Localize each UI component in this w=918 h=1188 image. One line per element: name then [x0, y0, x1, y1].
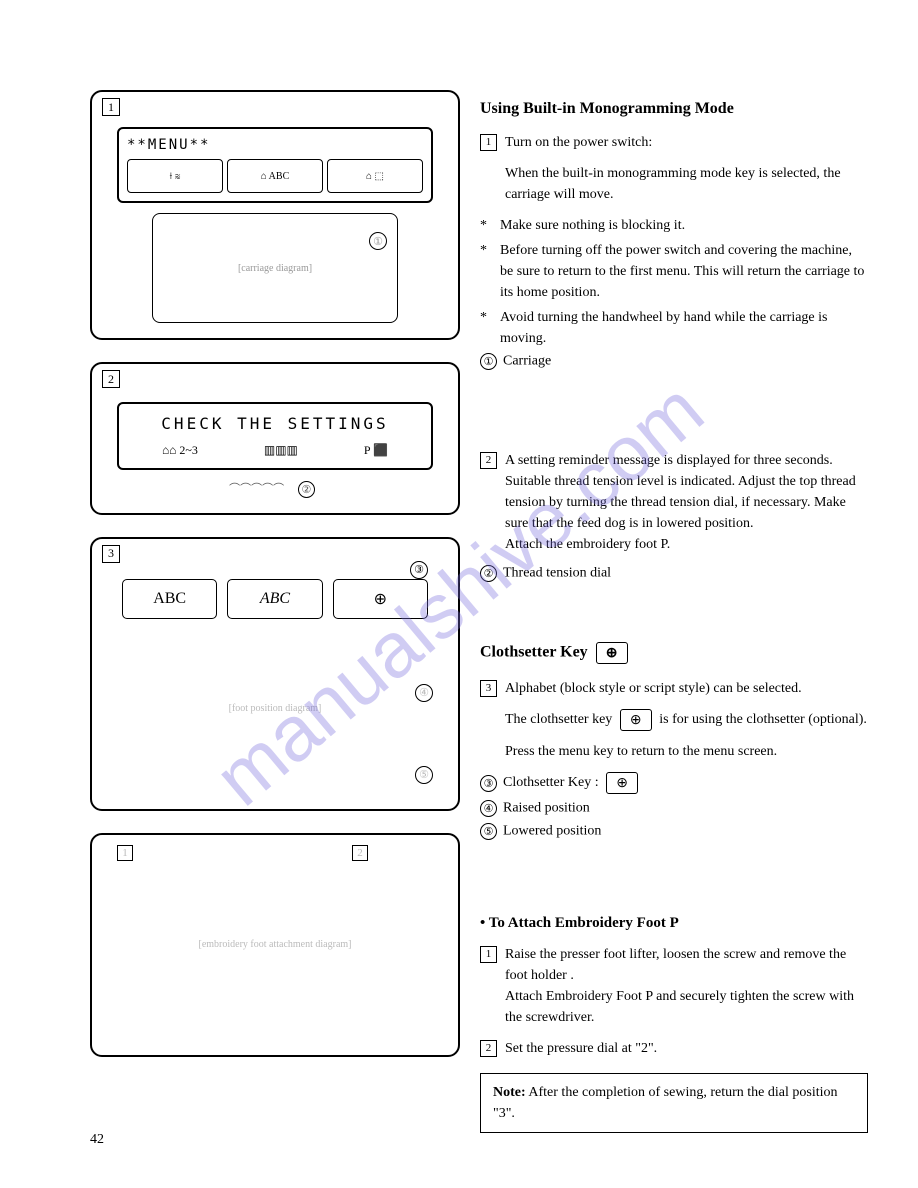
step-4b-text: Set the pressure dial at "2". — [505, 1038, 868, 1059]
step-3-sub2: Press the menu key to return to the menu… — [505, 741, 868, 762]
clothsetter-btn: ⊕ — [333, 579, 428, 619]
star-icon: * — [480, 215, 492, 236]
step-3: 3 Alphabet (block style or script style)… — [480, 678, 868, 699]
right-column: Using Built-in Monogramming Mode 1 Turn … — [480, 90, 868, 1133]
menu-btn-3: ⌂ ⬚ — [327, 159, 423, 193]
callout-3: ③ — [410, 561, 428, 579]
star-3-text: Avoid turning the handwheel by hand whil… — [500, 307, 868, 349]
step-1: 1 Turn on the power switch: — [480, 132, 868, 153]
ref-4-num: ④ — [480, 800, 497, 817]
foot-position-illustration: [foot position diagram] ④ ⑤ — [112, 629, 438, 789]
step-2-text: A setting reminder message is displayed … — [505, 450, 868, 555]
tension-icon: ⌂⌂ 2~3 — [162, 443, 198, 458]
step-3-sub1: The clothsetter key ⊕ is for using the c… — [505, 709, 868, 731]
tension-dial-illustration: ⌒⌒⌒⌒⌒ ② — [102, 480, 448, 498]
figure-1-number: 1 — [102, 98, 120, 116]
star-1-text: Make sure nothing is blocking it. — [500, 215, 685, 236]
section-4: • To Attach Embroidery Foot P 1 Raise th… — [480, 915, 868, 1133]
ref-1-text: Carriage — [503, 354, 551, 369]
section-3: Clothsetter Key ⊕ 3 Alphabet (block styl… — [480, 642, 868, 840]
note-star-1: * Make sure nothing is blocking it. — [480, 215, 868, 236]
ref-4-text: Raised position — [503, 801, 590, 816]
step-3-num: 3 — [480, 680, 497, 697]
figure-4: 1 2 [embroidery foot attachment diagram] — [90, 833, 460, 1057]
abc-script-btn: ABC — [227, 579, 322, 619]
note-label: Note: — [493, 1085, 526, 1100]
ref-tension-dial: ② Thread tension dial — [480, 565, 868, 582]
star-2-text: Before turning off the power switch and … — [500, 240, 868, 303]
note-text: After the completion of sewing, return t… — [493, 1085, 837, 1121]
ref-2-text: Thread tension dial — [503, 566, 611, 581]
menu-btn-1: ⟊ ≋ — [127, 159, 223, 193]
check-settings-screen: CHECK THE SETTINGS ⌂⌂ 2~3 ▥▥▥ P ⬛ — [117, 402, 433, 470]
section-1-title: Using Built-in Monogramming Mode — [480, 100, 868, 118]
ref-raised: ④ Raised position — [480, 800, 868, 817]
star-icon: * — [480, 240, 492, 303]
step-4b: 2 Set the pressure dial at "2". — [480, 1038, 868, 1059]
section-2: 2 A setting reminder message is displaye… — [480, 450, 868, 582]
left-column: 1 **MENU** ⟊ ≋ ⌂ ABC ⌂ ⬚ [carriage diagr… — [90, 90, 460, 1133]
note-box: Note: After the completion of sewing, re… — [480, 1073, 868, 1133]
ref-5-text: Lowered position — [503, 824, 601, 839]
ref-clothsetter-key: ③ Clothsetter Key : ⊕ — [480, 772, 868, 794]
callout-5: ⑤ — [415, 766, 433, 784]
clothsetter-key-icon-inline: ⊕ — [620, 709, 652, 731]
check-icons: ⌂⌂ 2~3 ▥▥▥ P ⬛ — [129, 443, 421, 458]
callout-4: ④ — [415, 684, 433, 702]
page-number: 42 — [90, 1132, 104, 1148]
figure-2-number: 2 — [102, 370, 120, 388]
sub-step-2: 2 — [352, 845, 368, 861]
step-2-num: 2 — [480, 452, 497, 469]
step-2: 2 A setting reminder message is displaye… — [480, 450, 868, 555]
menu-btn-2: ⌂ ABC — [227, 159, 323, 193]
carriage-callout: ① — [369, 232, 387, 250]
ref-lowered: ⑤ Lowered position — [480, 823, 868, 840]
note-star-2: * Before turning off the power switch an… — [480, 240, 868, 303]
ref-5-num: ⑤ — [480, 823, 497, 840]
foot-icon: P ⬛ — [364, 443, 388, 458]
clothsetter-key-icon: ⊕ — [596, 642, 628, 664]
figure-3-number: 3 — [102, 545, 120, 563]
figure-3: 3 ABC ABC ⊕ ③ [foot position diagram] ④ … — [90, 537, 460, 811]
step-3-text: Alphabet (block style or script style) c… — [505, 678, 868, 699]
ref-3-icon: ⊕ — [606, 772, 638, 794]
carriage-illustration: [carriage diagram] ① — [152, 213, 398, 323]
ref-2-num: ② — [480, 565, 497, 582]
step-4a-num: 1 — [480, 946, 497, 963]
ref-carriage: ① Carriage — [480, 353, 868, 370]
step-3-sub1a: The clothsetter key — [505, 712, 612, 727]
menu-buttons: ⟊ ≋ ⌂ ABC ⌂ ⬚ — [127, 159, 423, 193]
menu-label: **MENU** — [127, 137, 423, 153]
step-1-num: 1 — [480, 134, 497, 151]
dial-callout: ② — [298, 481, 315, 498]
section-3-title: Clothsetter Key ⊕ — [480, 642, 868, 664]
ref-3-num: ③ — [480, 775, 497, 792]
embroidery-foot-illustration: 1 2 [embroidery foot attachment diagram] — [102, 845, 448, 1045]
page-content: 1 **MENU** ⟊ ≋ ⌂ ABC ⌂ ⬚ [carriage diagr… — [90, 90, 868, 1133]
abc-block-btn: ABC — [122, 579, 217, 619]
step-1-sub: When the built-in monogramming mode key … — [505, 163, 868, 205]
step-4a-text: Raise the presser foot lifter, loosen th… — [505, 944, 868, 1028]
step-1-text: Turn on the power switch: — [505, 132, 868, 153]
ref-3-text: Clothsetter Key : — [503, 775, 599, 790]
step-4a: 1 Raise the presser foot lifter, loosen … — [480, 944, 868, 1028]
menu-screen: **MENU** ⟊ ≋ ⌂ ABC ⌂ ⬚ — [117, 127, 433, 203]
clothsetter-title-text: Clothsetter Key — [480, 644, 588, 661]
step-3-sub1b: is for using the clothsetter (optional). — [659, 712, 867, 727]
step-4b-num: 2 — [480, 1040, 497, 1057]
sub-step-1: 1 — [117, 845, 133, 861]
check-settings-title: CHECK THE SETTINGS — [129, 414, 421, 433]
ref-1-num: ① — [480, 353, 497, 370]
section-4-title: • To Attach Embroidery Foot P — [480, 915, 868, 932]
alphabet-buttons: ABC ABC ⊕ ③ — [122, 579, 428, 619]
figure-1: 1 **MENU** ⟊ ≋ ⌂ ABC ⌂ ⬚ [carriage diagr… — [90, 90, 460, 340]
feed-icon: ▥▥▥ — [264, 443, 298, 458]
note-star-3: * Avoid turning the handwheel by hand wh… — [480, 307, 868, 349]
star-icon: * — [480, 307, 492, 349]
figure-2: 2 CHECK THE SETTINGS ⌂⌂ 2~3 ▥▥▥ P ⬛ ⌒⌒⌒⌒… — [90, 362, 460, 515]
